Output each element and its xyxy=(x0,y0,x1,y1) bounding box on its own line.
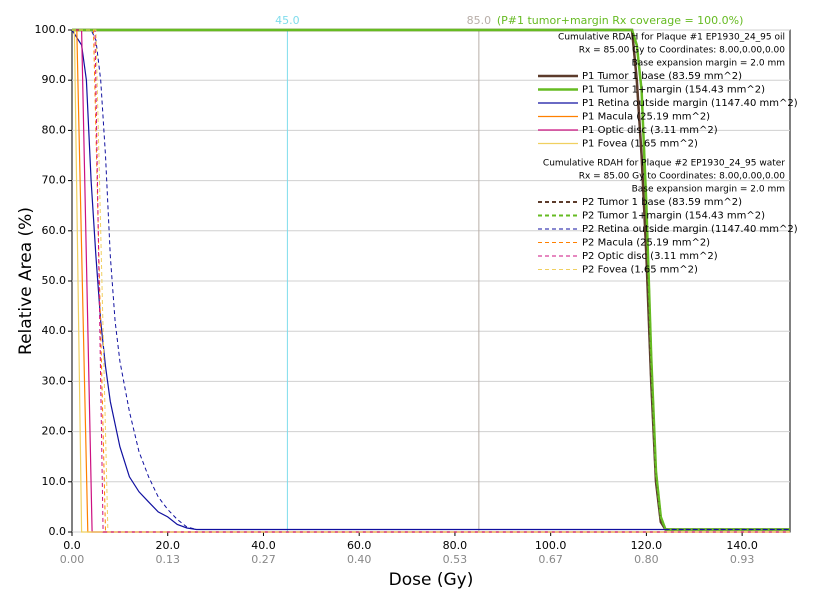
series-line xyxy=(72,29,790,531)
legend-label: P1 Fovea (1.65 mm^2) xyxy=(582,139,698,150)
x-tick-label: 20.0 xyxy=(155,539,180,552)
x-tick-label: 60.0 xyxy=(347,539,372,552)
legend-label: P2 Fovea (1.65 mm^2) xyxy=(582,265,698,276)
series-line xyxy=(72,29,790,530)
x2-tick-label: 0.40 xyxy=(347,553,372,566)
x-tick-label: 80.0 xyxy=(443,539,468,552)
y-tick-label: 60.0 xyxy=(42,224,67,237)
x2-tick-label: 0.53 xyxy=(443,553,468,566)
legend-label: P2 Optic disc (3.11 mm^2) xyxy=(582,251,718,262)
x2-tick-label: 0.67 xyxy=(538,553,563,566)
legend-label: P1 Tumor 1+margin (154.43 mm^2) xyxy=(582,85,765,96)
y-tick-label: 50.0 xyxy=(42,274,67,287)
x2-tick-label: 0.27 xyxy=(251,553,276,566)
x2-tick-label: 0.13 xyxy=(155,553,180,566)
legend-header: Cumulative RDAH for Plaque #1 EP1930_24_… xyxy=(558,33,785,43)
legend-header: Base expansion margin = 2.0 mm xyxy=(632,59,785,69)
y-tick-label: 40.0 xyxy=(42,324,67,337)
legend-label: P2 Tumor 1+margin (154.43 mm^2) xyxy=(582,211,765,222)
legend-label: P2 Retina outside margin (1147.40 mm^2) xyxy=(582,224,798,235)
y-axis-title: Relative Area (%) xyxy=(16,207,36,355)
y-tick-label: 0.0 xyxy=(49,525,67,538)
reference-label: 85.0 xyxy=(467,14,492,27)
y-tick-label: 100.0 xyxy=(35,23,67,36)
y-tick-label: 20.0 xyxy=(42,425,67,438)
legend-header: Rx = 85.00 Gy to Coordinates: 8.00,0.00,… xyxy=(579,172,786,182)
x2-tick-label: 0.80 xyxy=(634,553,659,566)
reference-label: 45.0 xyxy=(275,14,300,27)
y-tick-label: 30.0 xyxy=(42,374,67,387)
annotation: (P#1 tumor+margin Rx coverage = 100.0%) xyxy=(497,14,744,27)
x2-tick-label: 0.93 xyxy=(730,553,755,566)
legend-header: Rx = 85.00 Gy to Coordinates: 8.00,0.00,… xyxy=(579,46,786,56)
legend-label: P1 Macula (25.19 mm^2) xyxy=(582,112,710,123)
x-tick-label: 0.0 xyxy=(63,539,81,552)
series-line xyxy=(72,29,790,533)
y-tick-label: 90.0 xyxy=(42,73,67,86)
series-line xyxy=(71,29,790,531)
legend-label: P1 Retina outside margin (1147.40 mm^2) xyxy=(582,98,798,109)
x-axis-title: Dose (Gy) xyxy=(389,570,474,590)
y-tick-label: 80.0 xyxy=(42,123,67,136)
x-tick-label: 120.0 xyxy=(631,539,663,552)
legend-label: P1 Tumor 1 base (83.59 mm^2) xyxy=(582,71,742,82)
legend-header: Base expansion margin = 2.0 mm xyxy=(632,185,785,195)
x-tick-label: 140.0 xyxy=(726,539,758,552)
x-tick-label: 40.0 xyxy=(251,539,276,552)
y-tick-label: 70.0 xyxy=(42,174,67,187)
legend-label: P1 Optic disc (3.11 mm^2) xyxy=(582,125,718,136)
x2-tick-label: 0.00 xyxy=(60,553,85,566)
legend-header: Cumulative RDAH for Plaque #2 EP1930_24_… xyxy=(543,159,785,169)
x-tick-label: 100.0 xyxy=(535,539,567,552)
y-tick-label: 10.0 xyxy=(42,475,67,488)
legend-label: P2 Tumor 1 base (83.59 mm^2) xyxy=(582,197,742,208)
legend-label: P2 Macula (25.19 mm^2) xyxy=(582,238,710,249)
